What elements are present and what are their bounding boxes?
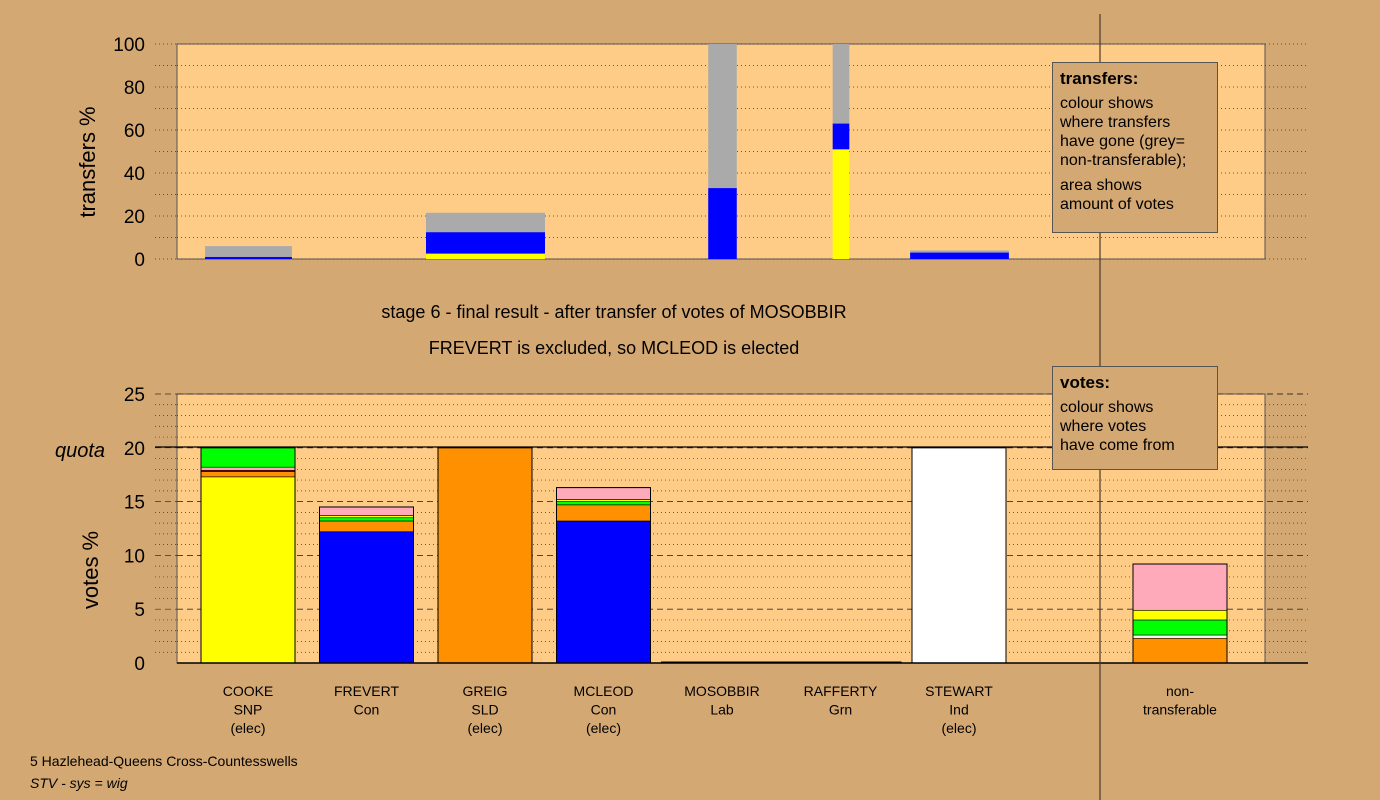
quota-label: quota <box>55 440 105 462</box>
vote-segment-greig <box>437 447 533 664</box>
vote-segment-non- <box>1132 609 1228 621</box>
footer-ward: 5 Hazlehead-Queens Cross-Countesswells <box>30 753 298 769</box>
votes-bars <box>200 447 1228 664</box>
candidate-label-status: (elec) <box>586 720 621 736</box>
transfers-legend-text-1: colour shows where transfers have gone (gr… <box>1060 94 1210 170</box>
vote-segment-mcleod <box>556 504 651 522</box>
candidate-label-name: non- <box>1166 683 1194 699</box>
candidate-label-name: MCLEOD <box>574 683 634 699</box>
vote-segment-mcleod <box>556 487 651 500</box>
candidate-label-status: (elec) <box>230 720 265 736</box>
transfer-segment-greig <box>426 253 545 259</box>
transfers-legend-line-6: amount of votes <box>1060 196 1174 213</box>
transfer-segment-stewart <box>910 250 1009 253</box>
transfer-segment-greig <box>426 232 545 254</box>
vote-segment-cooke <box>200 447 296 468</box>
transfer-segment-cooke <box>205 246 292 257</box>
vote-segment-mcleod <box>556 501 651 506</box>
transfer-segment-rafferty <box>832 123 850 150</box>
candidate-label-party: Con <box>591 702 617 718</box>
footer-system: STV - sys = wig <box>30 775 128 791</box>
vote-segment-frevert <box>319 517 414 522</box>
votes-y-tick-label: 25 <box>124 385 145 406</box>
votes-y-tick-label: 5 <box>134 600 145 621</box>
transfers-y-tick-label: 40 <box>124 164 145 185</box>
transfers-legend: transfers: colour shows where transfers ha… <box>1052 62 1218 233</box>
votes-y-tick-label: 15 <box>124 493 145 514</box>
votes-y-ticks: 0 5 10 15 20 25 <box>124 385 145 675</box>
candidate-label-party: Con <box>354 702 380 718</box>
votes-y-tick-label: 0 <box>134 654 145 675</box>
stage-title: stage 6 - final result - after transfer … <box>381 302 846 322</box>
candidate-label-party: Grn <box>829 702 852 718</box>
transfers-gridlines <box>155 43 1308 260</box>
candidate-label-name: COOKE <box>223 683 274 699</box>
transfers-y-tick-label: 0 <box>134 250 145 271</box>
candidate-label-name: RAFFERTY <box>804 683 878 699</box>
votes-legend-title: votes: <box>1060 373 1111 392</box>
vote-segment-frevert <box>319 515 414 519</box>
votes-legend-line-3: have come from <box>1060 437 1175 454</box>
vote-segment-non- <box>1132 619 1228 636</box>
vote-segment-stewart <box>911 447 1007 664</box>
transfers-legend-line-3: have gone (grey= <box>1060 133 1185 150</box>
candidate-label-name: FREVERT <box>334 683 400 699</box>
candidate-label-party: Ind <box>949 702 968 718</box>
transfer-segment-mosobbir <box>708 188 737 259</box>
vote-segment-cooke <box>200 466 296 471</box>
transfers-bars <box>205 44 1009 259</box>
votes-legend: votes: colour shows where votes have come … <box>1052 366 1218 470</box>
candidate-label-party: transferable <box>1143 702 1217 718</box>
vote-segment-frevert <box>319 520 414 533</box>
vote-segment-mcleod <box>556 520 651 664</box>
transfers-legend-text-2: area shows amount of votes <box>1060 176 1210 214</box>
candidate-label-name: GREIG <box>462 683 507 699</box>
transfer-segment-stewart <box>910 252 1009 259</box>
transfer-segment-rafferty <box>832 149 850 259</box>
votes-y-axis-label: votes % <box>78 531 103 609</box>
transfer-segment-cooke <box>205 256 292 259</box>
votes-legend-line-2: where votes <box>1060 418 1147 435</box>
transfers-legend-line-2: where transfers <box>1060 114 1171 131</box>
transfers-y-axis-label: transfers % <box>75 106 100 217</box>
vote-segment-mcleod <box>556 499 651 502</box>
transfer-segment-mosobbir <box>708 44 737 189</box>
transfers-legend-line-1: colour shows <box>1060 95 1154 112</box>
candidate-label-status: (elec) <box>941 720 976 736</box>
votes-legend-line-1: colour shows <box>1060 399 1154 416</box>
candidate-label-party: SNP <box>234 702 263 718</box>
vote-segment-cooke <box>200 471 296 478</box>
transfers-y-tick-label: 20 <box>124 207 145 228</box>
vote-segment-frevert <box>319 506 414 516</box>
vote-segment-non- <box>1132 637 1228 664</box>
votes-y-tick-label: 20 <box>124 439 145 460</box>
candidate-labels: COOKE SNP (elec) FREVERT Con GREIG SLD (elec) MC… <box>223 683 1217 736</box>
transfers-y-tick-label: 80 <box>124 78 145 99</box>
stage-subtitle: FREVERT is excluded, so MCLEOD is electe… <box>429 338 799 358</box>
candidate-label-status: (elec) <box>467 720 502 736</box>
vote-segment-frevert <box>319 531 414 664</box>
transfers-legend-title: transfers: <box>1060 69 1139 88</box>
candidate-label-name: STEWART <box>925 683 993 699</box>
candidate-label-party: Lab <box>710 702 734 718</box>
transfer-segment-greig <box>426 212 545 233</box>
transfer-segment-rafferty <box>832 44 850 124</box>
transfers-y-tick-label: 100 <box>113 35 145 56</box>
transfers-y-ticks: 0 20 40 60 80 100 <box>113 35 145 271</box>
votes-y-tick-label: 10 <box>124 546 145 567</box>
votes-legend-text: colour shows where votes have come from <box>1060 398 1210 455</box>
vote-segment-non- <box>1132 634 1228 639</box>
candidate-label-name: MOSOBBIR <box>684 683 759 699</box>
candidate-label-party: SLD <box>471 702 498 718</box>
transfers-legend-line-4: non-transferable); <box>1060 152 1187 169</box>
transfers-legend-line-5: area shows <box>1060 177 1142 194</box>
transfers-y-tick-label: 60 <box>124 121 145 142</box>
vote-segment-cooke <box>200 476 296 664</box>
vote-segment-non- <box>1132 563 1228 611</box>
